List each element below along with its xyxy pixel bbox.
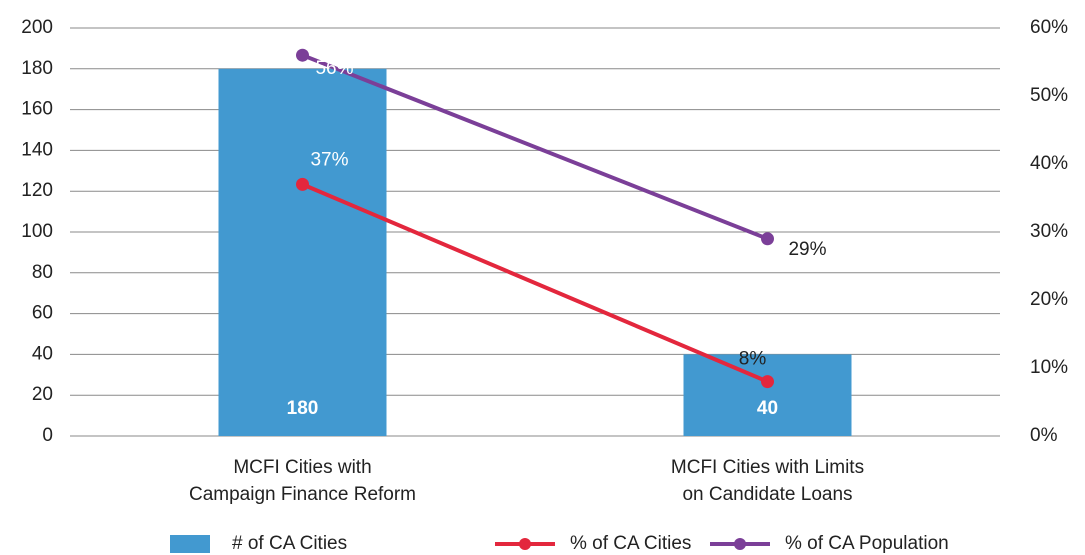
legend-marker [734,538,746,550]
y2-tick-label: 60% [1030,17,1068,38]
legend-swatch [170,535,210,553]
line [301,182,769,384]
y2-tick-label: 30% [1030,221,1068,242]
legend-label: % of CA Cities [570,533,691,554]
y-tick-label: 80 [32,262,53,283]
line [301,53,769,241]
y-tick-label: 180 [21,58,53,79]
bar [683,354,852,436]
data-label: 8% [739,349,767,370]
legend-label: % of CA Population [785,533,949,554]
data-label: 29% [788,239,826,260]
bar-value-label: 180 [287,398,319,419]
y-tick-label: 160 [21,99,53,120]
y2-tick-label: 50% [1030,85,1068,106]
y-tick-label: 40 [32,343,53,364]
y-tick-label: 120 [21,180,53,201]
y-tick-label: 200 [21,17,53,38]
x-tick-label: MCFI Cities with Campaign Finance Reform [188,457,417,505]
y2-tick-label: 0% [1030,425,1058,446]
y-tick-label: 100 [21,221,53,242]
y-tick-label: 140 [21,139,53,160]
bar-value-label: 40 [757,398,778,419]
y2-tick-label: 10% [1030,357,1068,378]
data-label: 37% [310,149,348,170]
x-tick-label: MCFI Cities with Limits on Candidate Loa… [670,457,865,505]
y-tick-label: 20 [32,384,53,405]
point [761,232,774,246]
point [296,177,309,191]
bar [218,68,387,437]
data-label: 56% [315,58,353,79]
y-tick-label: 60 [32,303,53,324]
y-tick-label: 0 [42,425,53,446]
legend-label: # of CA Cities [232,533,347,554]
y2-tick-label: 20% [1030,289,1068,310]
point [761,375,774,389]
y2-tick-label: 40% [1030,153,1068,174]
legend-marker [519,538,531,550]
point [296,48,309,62]
